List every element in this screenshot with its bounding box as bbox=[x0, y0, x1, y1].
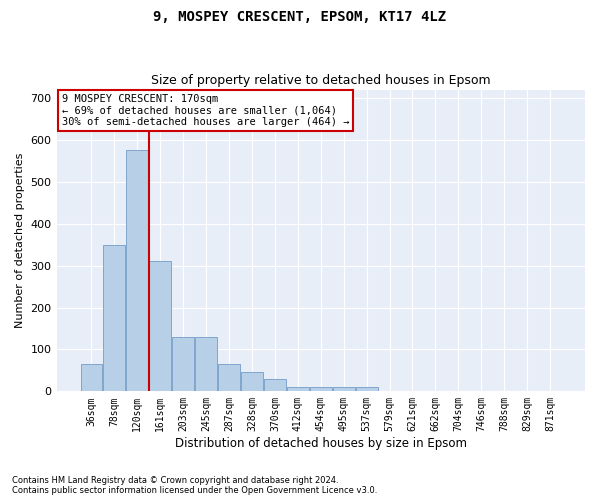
Title: Size of property relative to detached houses in Epsom: Size of property relative to detached ho… bbox=[151, 74, 491, 87]
Bar bbox=[80, 364, 103, 392]
Bar bbox=[333, 387, 355, 392]
Bar bbox=[264, 379, 286, 392]
Bar bbox=[103, 244, 125, 392]
Bar bbox=[172, 337, 194, 392]
Text: Contains HM Land Registry data © Crown copyright and database right 2024.
Contai: Contains HM Land Registry data © Crown c… bbox=[12, 476, 377, 495]
Text: 9, MOSPEY CRESCENT, EPSOM, KT17 4LZ: 9, MOSPEY CRESCENT, EPSOM, KT17 4LZ bbox=[154, 10, 446, 24]
Bar bbox=[218, 364, 240, 392]
Bar bbox=[310, 387, 332, 392]
Y-axis label: Number of detached properties: Number of detached properties bbox=[15, 153, 25, 328]
X-axis label: Distribution of detached houses by size in Epsom: Distribution of detached houses by size … bbox=[175, 437, 467, 450]
Text: 9 MOSPEY CRESCENT: 170sqm
← 69% of detached houses are smaller (1,064)
30% of se: 9 MOSPEY CRESCENT: 170sqm ← 69% of detac… bbox=[62, 94, 349, 128]
Bar bbox=[127, 150, 148, 392]
Bar bbox=[195, 337, 217, 392]
Bar bbox=[287, 387, 309, 392]
Bar bbox=[241, 372, 263, 392]
Bar bbox=[149, 262, 171, 392]
Bar bbox=[356, 387, 377, 392]
